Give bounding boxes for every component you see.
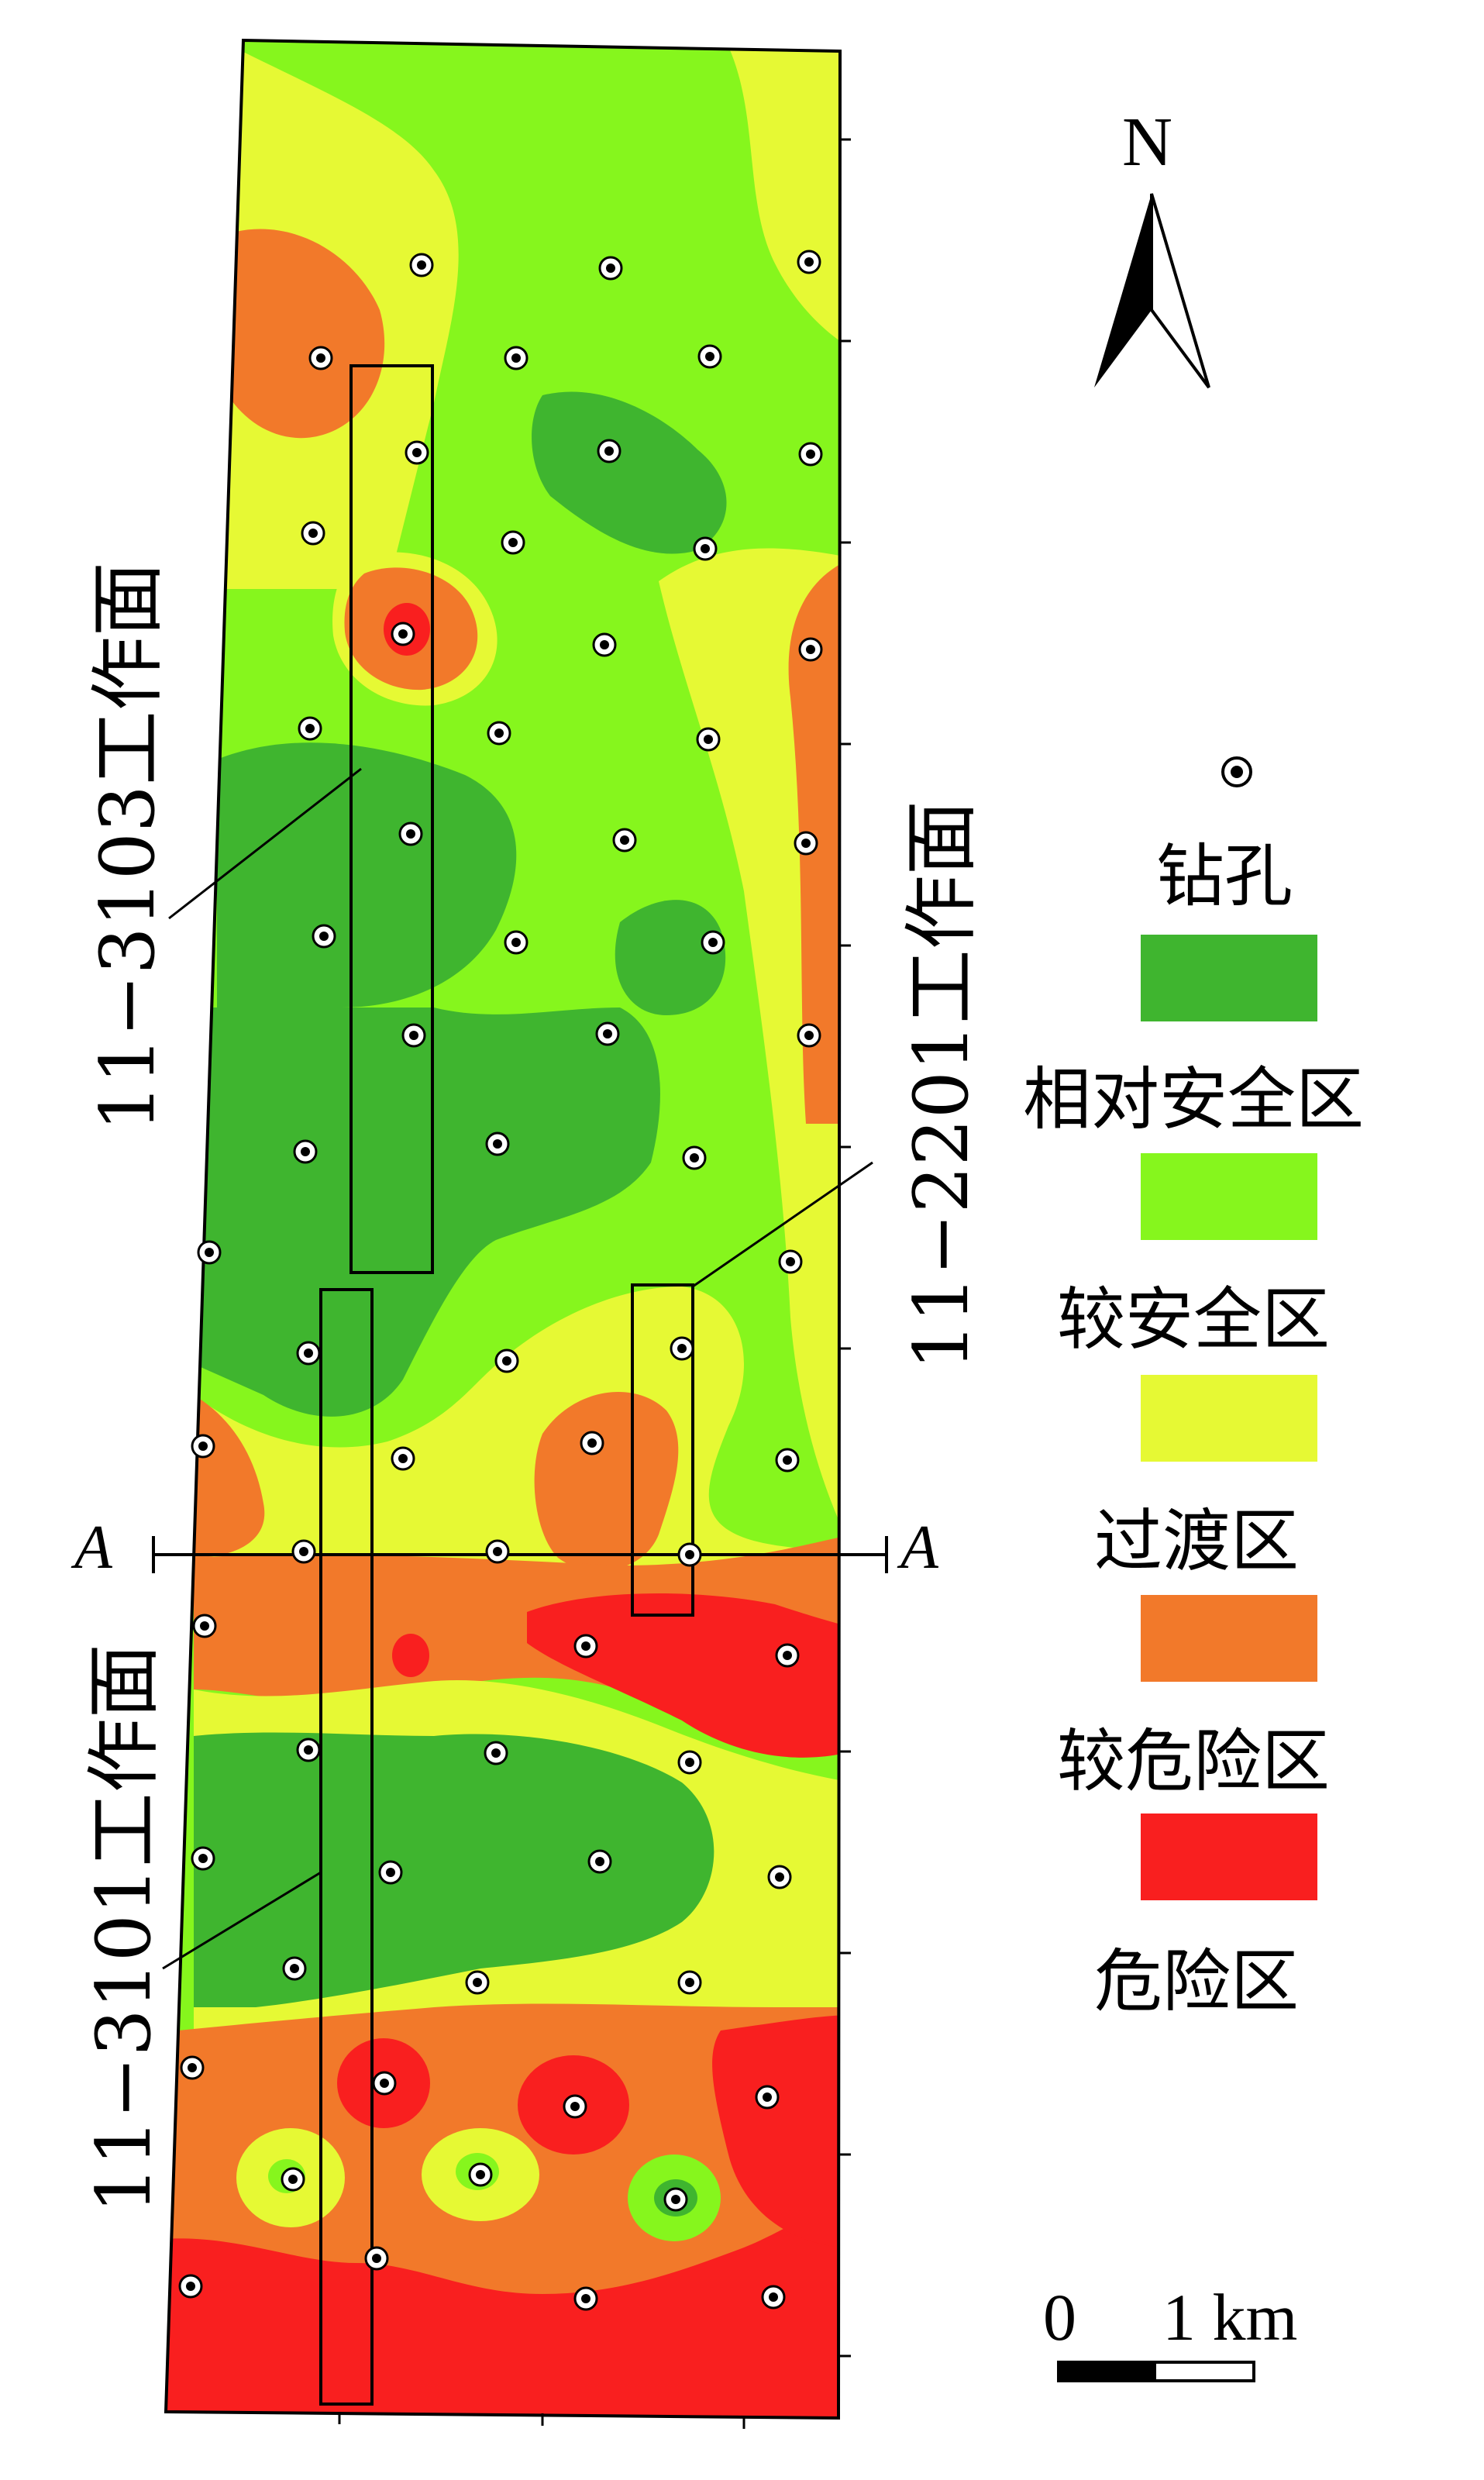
- borehole-marker: [797, 250, 821, 274]
- borehole-marker: [573, 2286, 598, 2311]
- borehole-marker: [573, 1634, 598, 1658]
- borehole-marker: [798, 637, 823, 662]
- borehole-marker: [485, 1539, 510, 1564]
- scale-distance-label: 1 km: [1162, 2280, 1298, 2354]
- legend-swatch-more-dangerous: [1141, 1595, 1317, 1682]
- borehole-marker: [401, 1023, 426, 1048]
- legend-label-dangerous: 危险区: [1094, 1941, 1300, 2021]
- borehole-marker: [504, 930, 529, 955]
- borehole-marker: [794, 831, 818, 856]
- borehole-marker: [701, 930, 725, 955]
- borehole-marker: [775, 1448, 800, 1472]
- borehole-marker: [378, 1860, 403, 1885]
- borehole-marker: [595, 1021, 620, 1046]
- borehole-marker: [298, 716, 322, 741]
- legend-label-safer: 较安全区: [1057, 1280, 1331, 1359]
- borehole-marker: [663, 2187, 688, 2212]
- grid-ticks: [338, 138, 851, 2429]
- borehole-marker: [677, 1542, 702, 1567]
- face-label-11-2201: 11−2201工作面: [898, 801, 985, 1370]
- legend-label-more-dangerous: 较危险区: [1057, 1721, 1331, 1801]
- borehole-marker: [696, 727, 721, 752]
- borehole-marker: [778, 1249, 803, 1274]
- borehole-marker: [282, 1956, 307, 1981]
- borehole-marker: [494, 1348, 519, 1373]
- face-11-2201-outline: [631, 1283, 694, 1617]
- section-label-west: A: [74, 1514, 112, 1582]
- legend-swatch-transition: [1141, 1375, 1317, 1462]
- borehole-marker: [755, 2085, 780, 2110]
- study-area-boundary: [164, 38, 842, 2420]
- borehole-marker: [697, 344, 722, 369]
- borehole-marker: [191, 1846, 215, 1871]
- borehole-marker: [487, 721, 511, 746]
- borehole-marker: [312, 924, 336, 949]
- borehole-marker: [484, 1741, 508, 1765]
- face-11-3101-outline: [319, 1288, 374, 2406]
- scale-zero-label: 0: [1043, 2280, 1076, 2354]
- borehole-marker: [180, 2055, 205, 2080]
- borehole-marker: [682, 1145, 707, 1170]
- borehole-marker: [465, 1970, 490, 1995]
- leader-11-3103: [168, 767, 362, 920]
- borehole-marker: [281, 2167, 305, 2192]
- face-label-11-3101: 11−3101工作面: [81, 1644, 167, 2213]
- borehole-marker: [308, 346, 333, 370]
- face-11-3103-outline: [349, 364, 434, 1274]
- borehole-marker: [767, 1865, 792, 1889]
- borehole-marker: [597, 439, 621, 463]
- section-label-east: A: [900, 1514, 938, 1582]
- legend-borehole-label: 钻孔: [1156, 836, 1293, 916]
- borehole-marker: [677, 1750, 702, 1775]
- face-label-11-3103: 11−3103工作面: [84, 562, 171, 1132]
- borehole-marker: [798, 442, 823, 467]
- borehole-marker: [677, 1970, 702, 1995]
- leader-11-3101: [162, 1871, 322, 1970]
- borehole-marker: [391, 622, 415, 646]
- borehole-marker: [797, 1023, 821, 1048]
- leader-11-2201: [692, 1161, 873, 1288]
- legend-swatch-relatively-safe: [1141, 935, 1317, 1021]
- borehole-marker: [504, 346, 529, 370]
- north-label: N: [1122, 104, 1172, 181]
- scale-bar: [1057, 2361, 1255, 2382]
- borehole-marker: [670, 1336, 694, 1361]
- borehole-marker: [409, 253, 434, 277]
- legend-swatch-safer: [1141, 1153, 1317, 1240]
- borehole-marker: [301, 521, 325, 546]
- legend-borehole-icon: [1221, 756, 1252, 787]
- borehole-marker: [192, 1614, 217, 1638]
- borehole-marker: [391, 1446, 415, 1471]
- borehole-marker: [598, 256, 623, 281]
- borehole-marker: [501, 530, 525, 555]
- borehole-marker: [372, 2071, 397, 2096]
- borehole-marker: [296, 1738, 321, 1762]
- borehole-marker: [693, 536, 718, 561]
- borehole-marker: [191, 1434, 215, 1459]
- legend-label-relatively-safe: 相对安全区: [1023, 1059, 1365, 1139]
- borehole-marker: [587, 1849, 612, 1874]
- borehole-marker: [580, 1431, 604, 1455]
- borehole-marker: [761, 2285, 786, 2310]
- boreholes-layer: [178, 250, 823, 2311]
- borehole-marker: [612, 828, 637, 852]
- zone-fill: [166, 40, 840, 2418]
- borehole-marker: [398, 822, 423, 846]
- borehole-marker: [291, 1539, 316, 1564]
- north-arrow-icon: [1094, 193, 1210, 389]
- borehole-marker: [197, 1240, 222, 1265]
- borehole-marker: [485, 1132, 510, 1156]
- borehole-marker: [563, 2094, 587, 2119]
- legend-label-transition: 过渡区: [1094, 1501, 1300, 1581]
- borehole-marker: [293, 1139, 318, 1164]
- borehole-marker: [775, 1643, 800, 1668]
- borehole-marker: [405, 440, 429, 465]
- borehole-marker: [468, 2162, 493, 2187]
- borehole-marker: [592, 632, 617, 657]
- borehole-marker: [178, 2274, 203, 2299]
- borehole-marker: [296, 1341, 321, 1366]
- legend-swatch-dangerous: [1141, 1814, 1317, 1900]
- borehole-marker: [364, 2246, 389, 2271]
